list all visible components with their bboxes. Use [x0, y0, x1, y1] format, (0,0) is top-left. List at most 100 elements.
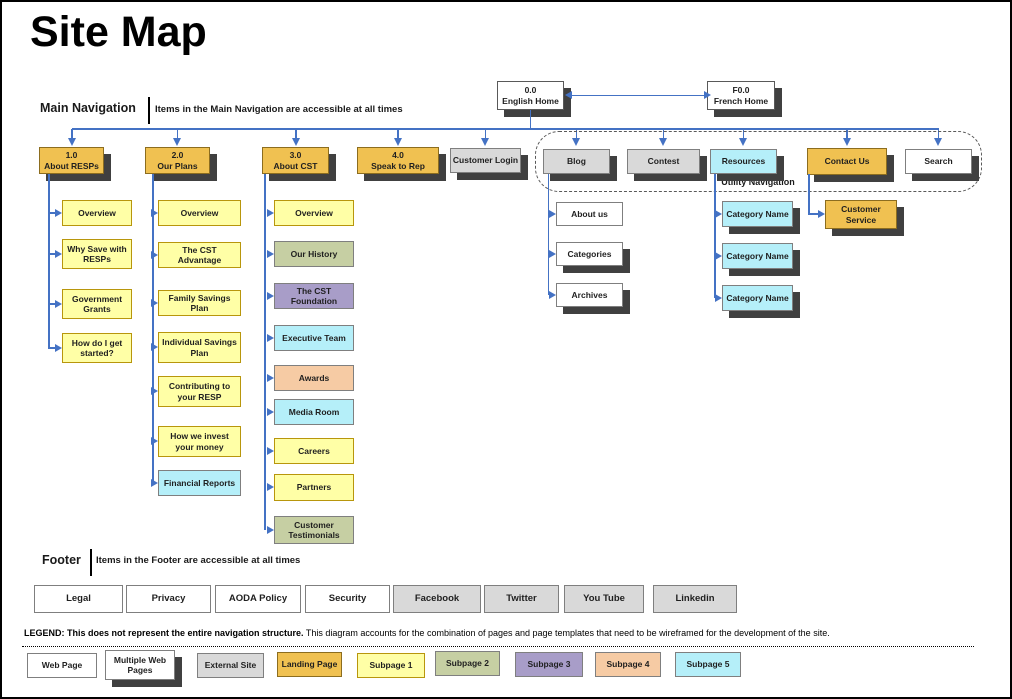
footer-linkedin: Linkedin	[653, 585, 737, 613]
connector-line	[742, 129, 745, 139]
arrowhead-right	[267, 333, 274, 342]
node-overview: Overview	[274, 200, 354, 226]
node-our-history: Our History	[274, 241, 354, 267]
connector-line	[264, 174, 266, 530]
node-category-name: Category Name	[722, 285, 793, 311]
connector-line	[572, 94, 704, 96]
arrowhead-down	[739, 138, 747, 146]
nav-label: About CST	[273, 160, 318, 171]
node-category-name: Category Name	[722, 243, 793, 269]
legend-landing-page: Landing Page	[277, 652, 342, 677]
arrowhead-right	[55, 249, 62, 258]
legend-note-bold: LEGEND: This does not represent the enti…	[24, 628, 304, 638]
arrowhead-right	[704, 91, 711, 99]
arrowhead-right	[151, 387, 158, 395]
utility-navigation-label: Utility Navigation	[721, 177, 795, 187]
legend-subpage-1: Subpage 1	[357, 653, 425, 678]
nav-contact-us: Contact Us	[807, 148, 887, 175]
arrowhead-right	[151, 250, 158, 259]
nav-code: 1.0	[65, 150, 78, 161]
nav-label: Our Plans	[157, 160, 198, 171]
connector-line	[575, 129, 578, 139]
node-family-savings-plan: Family Savings Plan	[158, 290, 241, 316]
arrowhead-right	[267, 483, 274, 491]
node-archives: Archives	[556, 283, 623, 307]
arrowhead-right	[267, 208, 274, 217]
arrowhead-right	[715, 293, 722, 302]
node-overview: Overview	[158, 200, 241, 226]
legend-subpage-3: Subpage 3	[515, 652, 583, 677]
nav-code: 3.0	[289, 150, 302, 161]
arrowhead-down	[659, 138, 667, 146]
arrowhead-down	[67, 138, 76, 146]
arrowhead-down	[842, 138, 851, 146]
arrowhead-right	[55, 299, 62, 308]
node-categories: Categories	[556, 242, 623, 266]
nav-code: 2.0	[171, 150, 184, 161]
legend-subpage-2: Subpage 2	[435, 651, 500, 676]
main-navigation-label: Main Navigation	[40, 101, 136, 115]
arrowhead-right	[151, 343, 158, 351]
node-customer-testimonials: Customer Testimonials	[274, 516, 354, 544]
legend-subpage-5: Subpage 5	[675, 652, 741, 677]
arrowhead-right	[549, 209, 556, 218]
nav-resources: Resources	[710, 149, 777, 174]
node-french-home: F0.0 French Home	[707, 81, 775, 110]
arrowhead-down	[572, 138, 580, 146]
connector-line	[846, 129, 848, 139]
arrowhead-down	[481, 138, 489, 146]
connector-line	[714, 174, 716, 298]
arrowhead-right	[267, 373, 274, 382]
node-category-name: Category Name	[722, 201, 793, 227]
connector-line	[547, 174, 549, 295]
legend-note-rest: This diagram accounts for the combinatio…	[303, 628, 830, 638]
connector-line	[808, 213, 818, 215]
legend-subpage-4: Subpage 4	[595, 652, 661, 677]
arrowhead-right	[267, 407, 274, 416]
node-english-home: 0.0 English Home	[497, 81, 564, 110]
node-how-we-invest-your-money: How we invest your money	[158, 426, 241, 457]
connector-line	[484, 129, 487, 139]
arrowhead-down	[393, 138, 402, 146]
nav-search: Search	[905, 149, 972, 174]
connector-line	[152, 174, 154, 483]
section-divider	[148, 97, 150, 124]
arrowhead-right	[267, 525, 274, 534]
node-customer-service: Customer Service	[825, 200, 897, 229]
connector-line	[176, 129, 179, 139]
node-executive-team: Executive Team	[274, 325, 354, 351]
arrowhead-right	[267, 291, 274, 300]
legend-note: LEGEND: This does not represent the enti…	[24, 628, 984, 638]
node-media-room: Media Room	[274, 399, 354, 425]
nav-label: Speak to Rep	[371, 160, 425, 171]
footer-label: Footer	[42, 553, 81, 567]
connector-line	[808, 174, 810, 214]
nav-speak-to-rep: 4.0 Speak to Rep	[357, 147, 439, 174]
arrowhead-right	[151, 208, 158, 217]
node-overview: Overview	[62, 200, 132, 226]
node-contributing-to-your-resp: Contributing to your RESP	[158, 376, 241, 407]
arrowhead-right	[818, 209, 825, 218]
footer-privacy: Privacy	[126, 585, 211, 613]
node-label: French Home	[713, 95, 769, 106]
nav-blog: Blog	[543, 149, 610, 174]
node-code: F0.0	[732, 85, 750, 96]
legend-external-site: External Site	[197, 653, 264, 678]
arrowhead-left	[565, 91, 572, 99]
node-the-cst-advantage: The CST Advantage	[158, 242, 241, 268]
node-about-us: About us	[556, 202, 623, 226]
node-why-save-with-resps: Why Save with RESPs	[62, 239, 132, 269]
node-individual-savings-plan: Individual Savings Plan	[158, 332, 241, 363]
utility-navigation-region	[535, 131, 982, 192]
page-title: Site Map	[30, 8, 207, 56]
node-partners: Partners	[274, 474, 354, 501]
nav-label: About RESPs	[44, 160, 99, 171]
footer-note: Items in the Footer are accessible at al…	[96, 555, 301, 566]
arrowhead-right	[151, 437, 158, 445]
node-the-cst-foundation: The CST Foundation	[274, 283, 354, 309]
legend-multiple-web-pages: Multiple Web Pages	[105, 650, 175, 680]
connector-line	[529, 110, 531, 128]
arrowhead-down	[173, 138, 181, 146]
connector-line	[937, 129, 940, 139]
